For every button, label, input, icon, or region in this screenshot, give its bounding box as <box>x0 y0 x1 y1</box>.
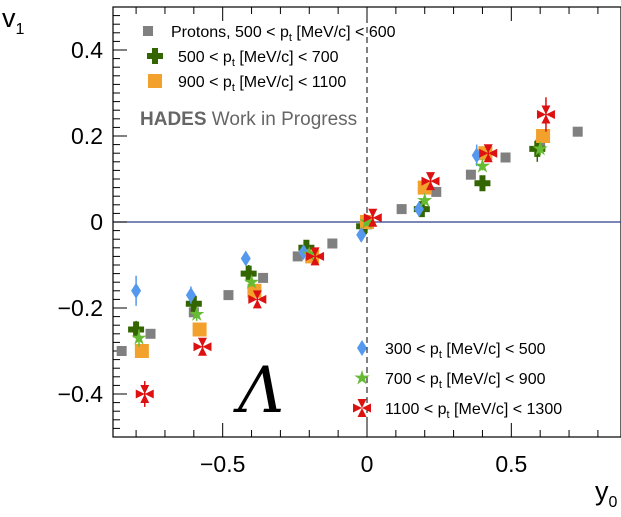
data-point-series-3 <box>240 250 251 267</box>
legend-label-2: 900 < pt [MeV/c] < 1100 <box>178 74 346 94</box>
legend-marker-3 <box>357 340 367 356</box>
data-point-series-0 <box>292 251 303 262</box>
data-point-series-5 <box>421 172 440 191</box>
data-point-series-5 <box>135 385 154 403</box>
data-point-series-0 <box>116 346 127 356</box>
data-point-series-2 <box>192 322 207 337</box>
data-point-series-3 <box>185 287 196 304</box>
legend-marker-0 <box>143 26 153 36</box>
data-point-series-0 <box>465 169 476 180</box>
axis-ticks <box>113 6 599 438</box>
data-point-series-0 <box>431 186 442 197</box>
data-point-series-2 <box>417 180 432 195</box>
legend-marker-4 <box>354 370 370 385</box>
data-point-series-0 <box>500 152 511 163</box>
data-point-series-1 <box>185 295 202 312</box>
data-point-series-5 <box>193 337 212 356</box>
data-point-series-3 <box>356 226 367 243</box>
x-tick-label: 0.5 <box>495 451 527 477</box>
data-point-series-3 <box>131 282 142 299</box>
data-point-series-2 <box>536 129 551 143</box>
legend: Protons, 500 < pt [MeV/c] < 600 500 < pt … <box>143 24 562 421</box>
data-point-series-5 <box>536 105 555 124</box>
y-tick-label: 0.4 <box>71 37 103 63</box>
y-tick-label: 0.2 <box>71 123 103 149</box>
data-point-series-4 <box>301 246 317 261</box>
legend-marker-2 <box>148 74 162 88</box>
legend-label-3: 300 < pt [MeV/c] < 500 <box>385 341 546 361</box>
legend-label-1: 500 < pt [MeV/c] < 700 <box>178 49 339 69</box>
data-points <box>116 97 583 407</box>
x-axis-title: y0 <box>595 476 618 511</box>
legend-label-5: 1100 < pt [MeV/c] < 1300 <box>385 401 562 421</box>
data-point-series-1 <box>128 321 145 338</box>
y-tick-label: −0.2 <box>58 295 103 321</box>
hades-annotation: HADES Work in Progress <box>140 109 357 130</box>
data-point-series-5 <box>306 247 325 266</box>
data-point-series-5 <box>479 144 498 163</box>
data-point-series-1 <box>240 265 257 282</box>
data-point-series-0 <box>396 204 407 215</box>
data-point-series-0 <box>145 328 156 339</box>
data-point-series-4 <box>189 306 205 321</box>
data-point-series-4 <box>243 274 260 289</box>
data-point-series-1 <box>298 239 315 256</box>
data-point-series-5 <box>248 290 267 309</box>
y-axis-title: v1 <box>2 3 25 38</box>
y-tick-label: 0 <box>90 209 103 235</box>
legend-marker-5 <box>353 399 371 417</box>
data-point-series-4 <box>417 192 433 207</box>
legend-label-0: Protons, 500 < pt [MeV/c] < 600 <box>171 24 396 44</box>
data-point-series-4 <box>131 330 147 345</box>
data-point-series-5 <box>363 208 382 227</box>
legend-label-4: 700 < pt [MeV/c] < 900 <box>385 371 546 391</box>
data-point-series-2 <box>134 344 149 358</box>
lambda-symbol: Λ <box>233 354 284 428</box>
data-point-series-0 <box>327 238 338 249</box>
data-point-series-3 <box>471 147 482 164</box>
data-point-series-4 <box>359 214 375 229</box>
data-point-series-0 <box>258 272 269 283</box>
y-tick-label: −0.4 <box>58 381 104 407</box>
x-tick-label: 0 <box>361 451 374 477</box>
data-point-series-0 <box>572 126 583 137</box>
data-point-series-1 <box>474 175 491 192</box>
data-point-series-4 <box>532 140 548 156</box>
axis-tick-labels: −0.5 0 0.5 0.4 0.2 0 −0.2 −0.4 <box>58 37 528 477</box>
x-tick-label: −0.5 <box>200 451 245 477</box>
data-point-series-0 <box>223 290 234 301</box>
data-point-series-4 <box>474 158 491 173</box>
legend-marker-1 <box>147 48 163 64</box>
